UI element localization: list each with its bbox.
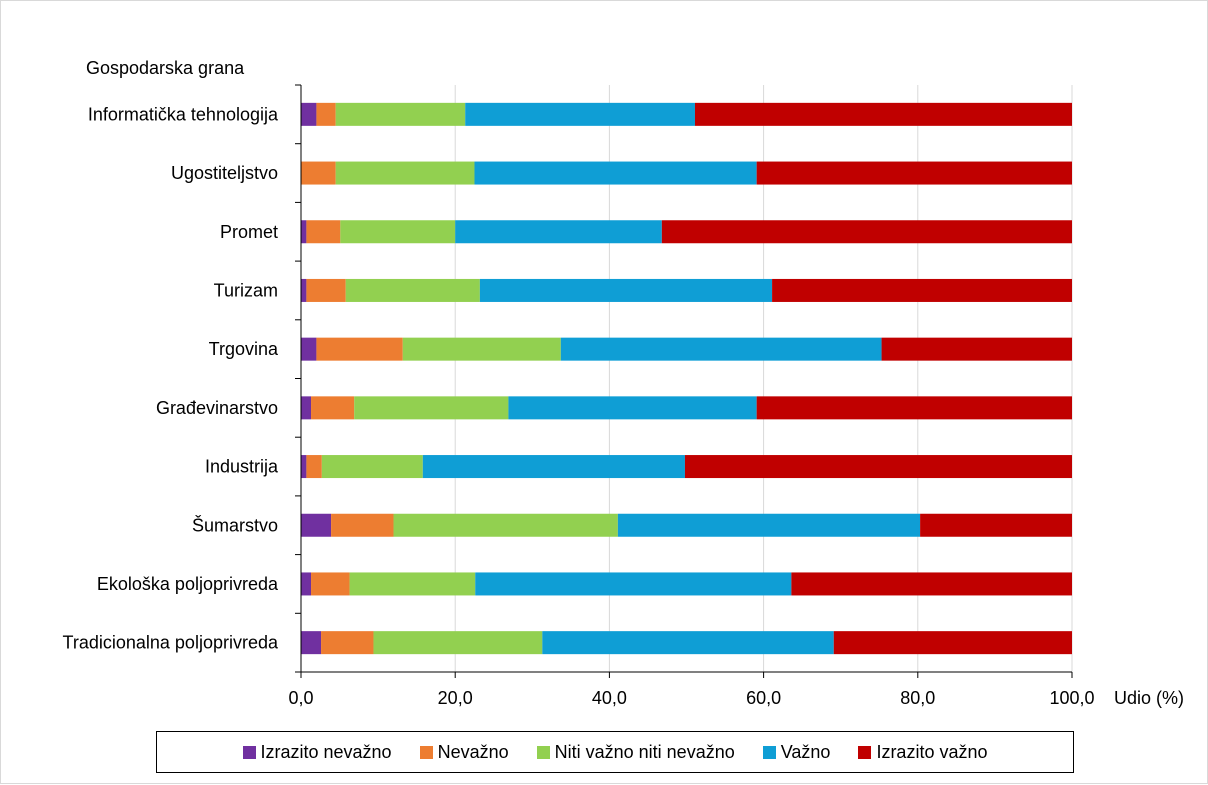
bar-segment bbox=[306, 278, 346, 302]
legend-item: Važno bbox=[762, 741, 831, 763]
bar-segment bbox=[479, 278, 773, 302]
bar-segment bbox=[455, 220, 662, 244]
bar-segment bbox=[301, 455, 307, 479]
bar-segment bbox=[474, 161, 757, 185]
bar-segment bbox=[321, 631, 374, 655]
bar-segment bbox=[756, 396, 1072, 420]
axes: 0,0 20,0 40,0 60,0 80,0 100,0 Informatička teh… bbox=[63, 84, 1095, 708]
legend-swatch bbox=[762, 745, 776, 759]
bar-segment bbox=[881, 337, 1072, 361]
category-label: Turizam bbox=[214, 280, 278, 300]
bar-segment bbox=[422, 455, 685, 479]
bar-segment bbox=[306, 455, 322, 479]
bar-segment bbox=[617, 513, 921, 537]
legend-label: Izrazito važno bbox=[876, 741, 988, 762]
legend-item: Niti važno niti nevažno bbox=[536, 741, 735, 763]
bar-segment bbox=[791, 572, 1072, 596]
x-tick-label: 60,0 bbox=[746, 688, 781, 708]
bar-segment bbox=[316, 102, 336, 126]
bar-segment bbox=[311, 396, 355, 420]
bar-segment bbox=[402, 337, 561, 361]
bar-segment bbox=[301, 631, 322, 655]
bar-segment bbox=[508, 396, 757, 420]
legend-item: Izrazito nevažno bbox=[242, 741, 392, 763]
bar-segment bbox=[373, 631, 543, 655]
category-label: Promet bbox=[220, 222, 278, 242]
bar-segment bbox=[301, 161, 336, 185]
bar-segment bbox=[301, 102, 317, 126]
bar-segment bbox=[694, 102, 1072, 126]
bar-segment bbox=[465, 102, 695, 126]
bar-segment bbox=[833, 631, 1072, 655]
legend-item: Nevažno bbox=[419, 741, 509, 763]
legend-item: Izrazito važno bbox=[858, 741, 988, 763]
x-tick-label: 100,0 bbox=[1049, 688, 1094, 708]
bar-segment bbox=[301, 337, 317, 361]
bar-segment bbox=[661, 220, 1072, 244]
bar-segment bbox=[684, 455, 1072, 479]
x-axis-title: Udio (%) bbox=[1114, 688, 1184, 708]
category-label: Ekološka poljoprivreda bbox=[97, 574, 279, 594]
bar-segment bbox=[560, 337, 882, 361]
category-label: Građevinarstvo bbox=[156, 398, 278, 418]
legend-swatch bbox=[419, 745, 433, 759]
legend-label: Nevažno bbox=[437, 741, 509, 762]
bar-segment bbox=[316, 337, 403, 361]
bar-segment bbox=[354, 396, 509, 420]
bar-segment bbox=[340, 220, 456, 244]
bar-segment bbox=[301, 513, 332, 537]
bar-segment bbox=[301, 396, 312, 420]
x-tick-label: 40,0 bbox=[592, 688, 627, 708]
category-label: Trgovina bbox=[209, 339, 279, 359]
category-label: Šumarstvo bbox=[192, 514, 278, 535]
bar-segment bbox=[335, 102, 466, 126]
bar-segment bbox=[475, 572, 792, 596]
bar-segment bbox=[756, 161, 1072, 185]
x-tick-label: 20,0 bbox=[438, 688, 473, 708]
legend: Izrazito nevažno Nevažno Niti važno niti n… bbox=[156, 731, 1074, 773]
bar-segment bbox=[349, 572, 476, 596]
bar-segment bbox=[331, 513, 394, 537]
y-axis-title: Gospodarska grana bbox=[86, 58, 245, 78]
bar-segment bbox=[542, 631, 834, 655]
bar-segment bbox=[335, 161, 475, 185]
category-label: Industrija bbox=[205, 457, 279, 477]
bar-segment bbox=[301, 220, 307, 244]
bar-segment bbox=[393, 513, 618, 537]
category-label: Informatička tehnologija bbox=[88, 104, 279, 124]
x-tick-label: 0,0 bbox=[288, 688, 313, 708]
bar-segment bbox=[772, 278, 1072, 302]
bar-segment bbox=[920, 513, 1072, 537]
legend-swatch bbox=[858, 745, 872, 759]
legend-label: Važno bbox=[780, 741, 831, 762]
category-label: Ugostiteljstvo bbox=[171, 163, 278, 183]
bar-segment bbox=[345, 278, 480, 302]
legend-label: Izrazito nevažno bbox=[260, 741, 392, 762]
legend-swatch bbox=[536, 745, 550, 759]
bar-segment bbox=[306, 220, 341, 244]
bar-segment bbox=[301, 572, 312, 596]
legend-label: Niti važno niti nevažno bbox=[554, 741, 735, 762]
bar-segment bbox=[311, 572, 350, 596]
bar-segment bbox=[301, 278, 307, 302]
legend-swatch bbox=[242, 745, 256, 759]
category-label: Tradicionalna poljoprivreda bbox=[63, 633, 279, 653]
bars bbox=[301, 102, 1072, 655]
x-tick-label: 80,0 bbox=[900, 688, 935, 708]
bar-segment bbox=[321, 455, 423, 479]
